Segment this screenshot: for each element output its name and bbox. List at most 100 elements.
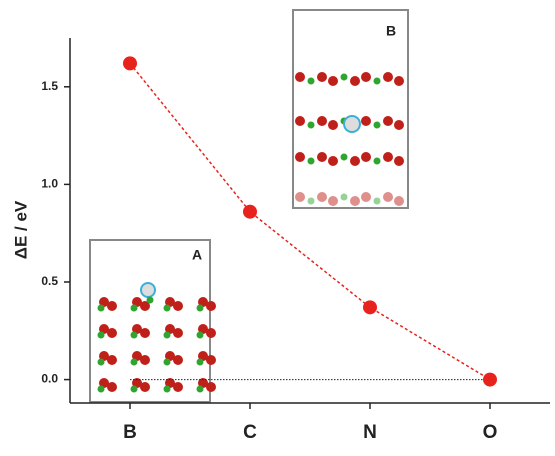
atom xyxy=(373,157,381,165)
atom xyxy=(383,192,393,202)
atom xyxy=(173,382,183,392)
atom xyxy=(165,324,175,334)
inset-label: A xyxy=(192,247,202,263)
atom xyxy=(107,355,117,365)
atom xyxy=(307,157,315,165)
y-axis-label: ΔE / eV xyxy=(11,200,30,259)
atom xyxy=(198,297,208,307)
x-tick-label: C xyxy=(243,422,257,443)
atom xyxy=(394,196,404,206)
atom xyxy=(361,72,371,82)
atom xyxy=(132,324,142,334)
atom xyxy=(99,378,109,388)
atom xyxy=(317,192,327,202)
atom xyxy=(328,196,338,206)
y-tick-label: 0.5 xyxy=(41,274,58,288)
atom xyxy=(350,76,360,86)
atom xyxy=(132,351,142,361)
atom xyxy=(198,324,208,334)
atom xyxy=(107,328,117,338)
point xyxy=(483,372,497,387)
atom xyxy=(394,156,404,166)
atom xyxy=(383,116,393,126)
atom xyxy=(173,328,183,338)
point xyxy=(243,204,257,219)
atom xyxy=(165,351,175,361)
atom xyxy=(373,197,381,205)
atom xyxy=(107,301,117,311)
atom xyxy=(295,72,305,82)
atom xyxy=(340,193,348,201)
y-tick-label: 1.0 xyxy=(41,177,58,191)
atom xyxy=(340,73,348,81)
atom xyxy=(198,378,208,388)
atom xyxy=(196,385,204,393)
series-line xyxy=(129,62,491,381)
atom xyxy=(206,355,216,365)
inset-b: B xyxy=(292,9,409,209)
atom xyxy=(163,331,171,339)
atom xyxy=(361,192,371,202)
atom xyxy=(340,153,348,161)
inset-a: A xyxy=(89,239,216,403)
atom xyxy=(196,358,204,366)
atom xyxy=(163,358,171,366)
atom xyxy=(394,76,404,86)
atom xyxy=(328,76,338,86)
x-tick-label: N xyxy=(363,422,377,443)
atom xyxy=(206,382,216,392)
atom xyxy=(140,301,150,311)
inset-label: B xyxy=(386,23,396,39)
atom xyxy=(165,297,175,307)
atom xyxy=(307,121,315,129)
atom xyxy=(99,324,109,334)
atom xyxy=(107,382,117,392)
atom xyxy=(317,152,327,162)
point xyxy=(123,56,137,71)
atom xyxy=(132,378,142,388)
atom xyxy=(394,120,404,130)
atom xyxy=(295,192,305,202)
x-tick-label: B xyxy=(123,422,137,443)
atom xyxy=(206,328,216,338)
atom xyxy=(165,378,175,388)
atom xyxy=(350,156,360,166)
atom xyxy=(132,297,142,307)
atom xyxy=(307,77,315,85)
atom xyxy=(163,385,171,393)
atom xyxy=(173,355,183,365)
y-tick-label: 1.5 xyxy=(41,79,58,93)
atom xyxy=(99,351,109,361)
atom xyxy=(328,156,338,166)
atom xyxy=(97,331,105,339)
x-tick-label: O xyxy=(483,422,498,443)
atom xyxy=(140,355,150,365)
atom xyxy=(383,152,393,162)
atom xyxy=(328,120,338,130)
atom xyxy=(163,304,171,312)
atom xyxy=(206,301,216,311)
y-tick-label: 0.0 xyxy=(41,372,58,386)
atom xyxy=(97,385,105,393)
atom xyxy=(130,304,138,312)
atom xyxy=(173,301,183,311)
atom xyxy=(361,116,371,126)
atom xyxy=(140,282,156,298)
atom xyxy=(317,116,327,126)
atom xyxy=(317,72,327,82)
atom xyxy=(140,328,150,338)
atom xyxy=(196,304,204,312)
atom xyxy=(130,385,138,393)
atom xyxy=(295,116,305,126)
atom xyxy=(350,196,360,206)
atom xyxy=(373,121,381,129)
atom xyxy=(361,152,371,162)
point xyxy=(363,300,377,315)
atom xyxy=(130,331,138,339)
atom xyxy=(383,72,393,82)
atom xyxy=(343,115,361,133)
atom xyxy=(307,197,315,205)
atom xyxy=(97,304,105,312)
atom xyxy=(146,296,154,304)
